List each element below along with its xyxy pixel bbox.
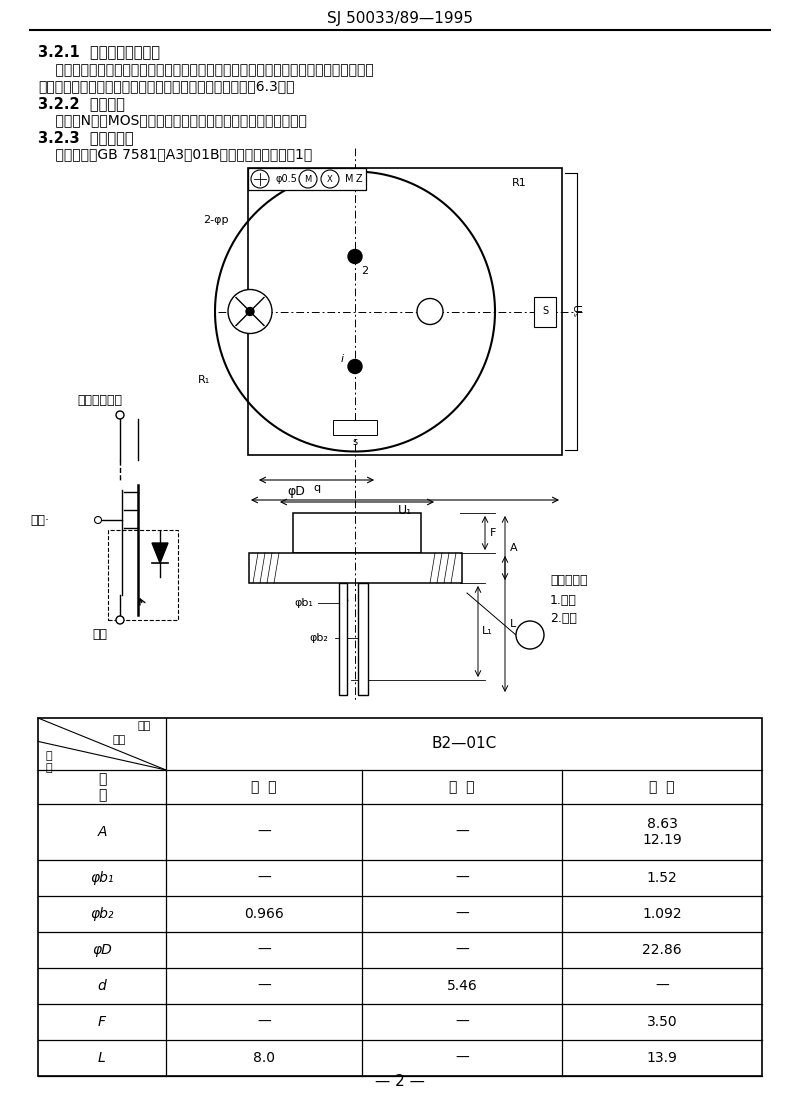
Text: —: —	[655, 979, 669, 993]
Text: 外形尺寸按GB 7581的A3－01B型及如下规定，见图1。: 外形尺寸按GB 7581的A3－01B型及如下规定，见图1。	[38, 147, 312, 161]
Text: 最  小: 最 小	[251, 780, 277, 794]
Text: —: —	[257, 1015, 271, 1029]
Text: φb₁: φb₁	[294, 598, 313, 608]
Text: —: —	[257, 979, 271, 993]
Text: 3.50: 3.50	[646, 1015, 678, 1029]
Circle shape	[116, 411, 124, 419]
Text: 0.966: 0.966	[244, 907, 284, 921]
Text: 3.2.1  引出端材料和涂层: 3.2.1 引出端材料和涂层	[38, 44, 160, 60]
Text: R₁: R₁	[198, 375, 210, 385]
Text: L₁: L₁	[482, 626, 493, 636]
Text: 1.栅极: 1.栅极	[550, 594, 577, 606]
Text: 符
号: 符 号	[98, 772, 106, 802]
Text: 标  称: 标 称	[450, 780, 474, 794]
Text: F: F	[98, 1015, 106, 1029]
Text: φb₂: φb₂	[90, 907, 114, 921]
Text: 最  大: 最 大	[650, 780, 674, 794]
Bar	[38, 718, 762, 1076]
Text: U₁: U₁	[398, 503, 412, 517]
Circle shape	[94, 517, 102, 523]
Text: 源极: 源极	[93, 628, 107, 641]
Bar	[293, 513, 421, 553]
Text: Z: Z	[356, 174, 362, 184]
Text: i: i	[341, 354, 344, 364]
Text: 采用硅N沟道MOS增强型外延平面结构。不允许多个芯片结构。: 采用硅N沟道MOS增强型外延平面结构。不允许多个芯片结构。	[38, 113, 307, 127]
Text: 层要求选择或另有要求时，在合同或订单中应明确规定（规6.3）。: 层要求选择或另有要求时，在合同或订单中应明确规定（规6.3）。	[38, 79, 294, 93]
Bar	[339, 583, 347, 695]
Bar	[108, 530, 178, 620]
Text: φb₂: φb₂	[309, 633, 328, 643]
Text: A: A	[510, 543, 518, 553]
Bar	[358, 583, 368, 695]
Text: 符
号: 符 号	[46, 751, 53, 773]
Text: 22.86: 22.86	[642, 943, 682, 957]
Text: 尺寸: 尺寸	[113, 735, 126, 745]
Text: A: A	[98, 825, 106, 839]
Text: 2-φp: 2-φp	[203, 215, 229, 225]
Circle shape	[251, 170, 269, 188]
Circle shape	[116, 616, 124, 624]
Text: Z: Z	[526, 628, 534, 641]
Text: 1.092: 1.092	[642, 907, 682, 921]
Text: 漏极（管壳）: 漏极（管壳）	[78, 394, 122, 407]
Bar	[534, 296, 556, 326]
Text: 1.52: 1.52	[646, 872, 678, 885]
Text: L: L	[510, 619, 516, 629]
Bar	[248, 168, 562, 455]
Text: —: —	[455, 872, 469, 885]
Circle shape	[417, 299, 443, 324]
Text: φ0.5: φ0.5	[275, 174, 297, 184]
Bar	[333, 420, 377, 435]
Text: R1: R1	[512, 178, 526, 188]
Circle shape	[516, 620, 544, 649]
Text: F: F	[490, 528, 496, 538]
Text: —: —	[257, 825, 271, 839]
Text: Uₛ: Uₛ	[570, 305, 580, 317]
Text: B2—01C: B2—01C	[431, 737, 497, 751]
Bar	[248, 168, 366, 190]
Text: 引出端材料应为可伐或铜。引出端表面涂层应为镀金、镀锡或浸锡。对引出端材料和涂: 引出端材料应为可伐或铜。引出端表面涂层应为镀金、镀锡或浸锡。对引出端材料和涂	[38, 63, 374, 77]
Polygon shape	[152, 543, 168, 563]
Text: 栅极·: 栅极·	[30, 513, 49, 526]
Bar	[249, 553, 462, 583]
Text: —: —	[257, 872, 271, 885]
Text: s: s	[353, 437, 358, 447]
Text: —: —	[455, 907, 469, 921]
Text: S: S	[542, 306, 548, 316]
Circle shape	[348, 359, 362, 374]
Text: q: q	[313, 483, 320, 493]
Text: X: X	[327, 175, 333, 184]
Text: 3.2.2  器件结构: 3.2.2 器件结构	[38, 96, 125, 112]
Text: M: M	[345, 174, 354, 184]
Text: —: —	[257, 943, 271, 957]
Circle shape	[348, 250, 362, 263]
Circle shape	[246, 307, 254, 315]
Text: 2.源极: 2.源极	[550, 612, 577, 625]
Text: 引出端强度: 引出端强度	[550, 574, 587, 586]
Text: φD: φD	[92, 943, 112, 957]
Circle shape	[228, 290, 272, 334]
Text: 代号: 代号	[138, 721, 151, 731]
Text: 2: 2	[361, 267, 368, 276]
Text: M: M	[304, 175, 312, 184]
Text: 5.46: 5.46	[446, 979, 478, 993]
Text: 13.9: 13.9	[646, 1051, 678, 1065]
Circle shape	[321, 170, 339, 188]
Text: —: —	[455, 943, 469, 957]
Text: —: —	[455, 1015, 469, 1029]
Text: 8.63
12.19: 8.63 12.19	[642, 817, 682, 847]
Text: 8.0: 8.0	[253, 1051, 275, 1065]
Text: φb₁: φb₁	[90, 872, 114, 885]
Text: —: —	[455, 825, 469, 839]
Text: L: L	[98, 1051, 106, 1065]
Text: d: d	[98, 979, 106, 993]
Text: — 2 —: — 2 —	[375, 1075, 425, 1089]
Text: —: —	[455, 1051, 469, 1065]
Circle shape	[299, 170, 317, 188]
Text: SJ 50033/89—1995: SJ 50033/89—1995	[327, 10, 473, 25]
Text: 3.2.3  外形尺十寸: 3.2.3 外形尺十寸	[38, 131, 134, 146]
Text: φD: φD	[287, 486, 305, 499]
